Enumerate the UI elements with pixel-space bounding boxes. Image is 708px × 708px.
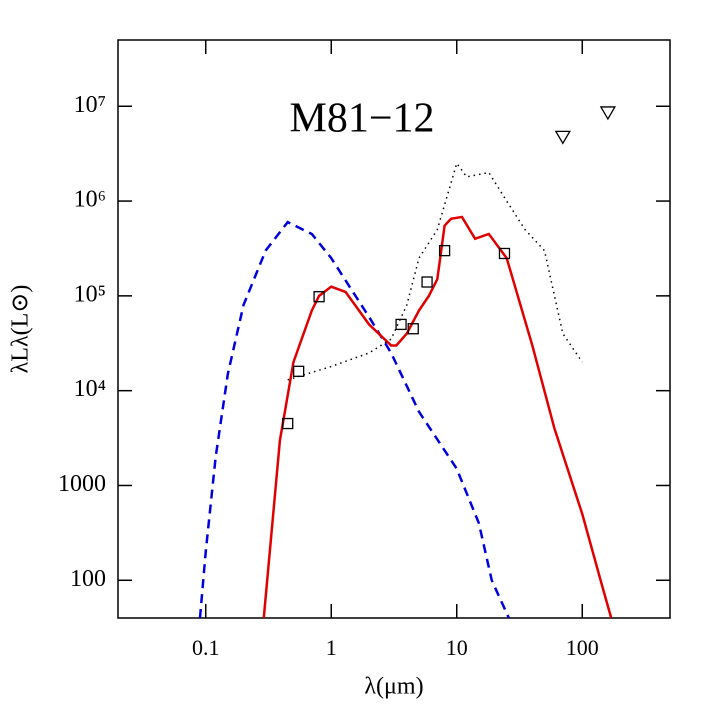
data-point: [421, 276, 433, 288]
model-curve: [287, 161, 583, 381]
model-curve: [262, 215, 613, 618]
y-tick-label: 1000: [58, 471, 106, 497]
y-tick-label: 10⁷: [74, 92, 106, 118]
upper-limit: [599, 106, 617, 121]
x-tick-label: 0.1: [192, 635, 220, 660]
data-point: [313, 291, 325, 303]
y-tick-label: 10⁵: [74, 281, 106, 307]
x-tick-label: 100: [566, 635, 599, 660]
y-tick-label: 100: [70, 566, 106, 592]
y-axis-label: λLλ(L⊙): [8, 285, 34, 374]
chart-title: M81−12: [289, 96, 434, 142]
data-point: [498, 247, 511, 260]
y-tick-label: 10⁴: [74, 376, 106, 402]
x-tick-label: 1: [326, 635, 337, 660]
data-point: [282, 417, 294, 430]
y-tick-label: 10⁶: [74, 187, 106, 213]
plot-area: [198, 106, 617, 618]
data-point: [407, 323, 419, 335]
x-axis-label: λ(μm): [364, 674, 423, 700]
data-point: [438, 244, 451, 257]
data-point: [395, 318, 407, 331]
model-curve: [198, 220, 510, 618]
data-point: [293, 365, 305, 377]
upper-limit: [554, 130, 571, 145]
x-tick-label: 10: [446, 635, 468, 660]
plot-frame: [117, 39, 671, 619]
